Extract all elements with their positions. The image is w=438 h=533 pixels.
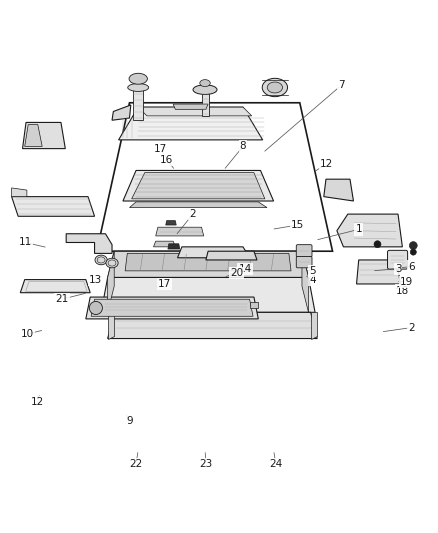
- Polygon shape: [86, 297, 258, 319]
- Text: 18: 18: [396, 286, 409, 295]
- Text: 21: 21: [55, 294, 68, 304]
- Polygon shape: [173, 104, 208, 109]
- Text: 24: 24: [269, 459, 283, 469]
- Text: 1: 1: [355, 224, 362, 235]
- Polygon shape: [166, 221, 176, 225]
- Text: 17: 17: [153, 143, 167, 154]
- Polygon shape: [132, 173, 265, 199]
- Polygon shape: [25, 125, 42, 147]
- Bar: [133, 87, 144, 120]
- Ellipse shape: [128, 84, 149, 92]
- Polygon shape: [311, 312, 317, 338]
- Text: 10: 10: [20, 329, 33, 339]
- Polygon shape: [66, 234, 112, 253]
- FancyBboxPatch shape: [296, 256, 312, 268]
- Polygon shape: [12, 197, 95, 216]
- Text: 13: 13: [89, 274, 102, 285]
- Ellipse shape: [200, 79, 210, 87]
- Text: 7: 7: [338, 80, 345, 90]
- Text: 3: 3: [395, 264, 401, 273]
- Ellipse shape: [193, 85, 217, 94]
- Polygon shape: [125, 253, 291, 271]
- Ellipse shape: [267, 82, 283, 93]
- Polygon shape: [101, 277, 315, 312]
- Circle shape: [410, 241, 417, 249]
- Text: 4: 4: [310, 274, 316, 285]
- Ellipse shape: [106, 258, 118, 268]
- Polygon shape: [206, 251, 257, 260]
- Polygon shape: [324, 179, 353, 201]
- Text: 15: 15: [291, 220, 304, 230]
- Polygon shape: [108, 251, 308, 277]
- Text: 23: 23: [199, 459, 212, 469]
- Polygon shape: [168, 244, 180, 249]
- Circle shape: [89, 302, 102, 314]
- Polygon shape: [108, 312, 114, 338]
- Text: 8: 8: [240, 141, 246, 151]
- Text: 2: 2: [190, 209, 196, 219]
- Text: 20: 20: [230, 268, 243, 278]
- FancyBboxPatch shape: [388, 251, 408, 269]
- Polygon shape: [20, 280, 90, 293]
- Polygon shape: [91, 299, 253, 316]
- Text: 12: 12: [320, 159, 333, 169]
- Polygon shape: [123, 171, 274, 201]
- Polygon shape: [130, 202, 267, 207]
- FancyBboxPatch shape: [296, 245, 312, 257]
- Polygon shape: [250, 302, 258, 308]
- Polygon shape: [337, 214, 403, 247]
- Text: 2: 2: [408, 322, 414, 333]
- Ellipse shape: [262, 78, 288, 96]
- Polygon shape: [119, 107, 263, 140]
- Polygon shape: [357, 260, 400, 284]
- Text: 11: 11: [19, 238, 32, 247]
- Polygon shape: [108, 251, 114, 312]
- Text: 14: 14: [239, 264, 252, 273]
- Text: 12: 12: [31, 397, 44, 407]
- Text: 17: 17: [158, 279, 171, 289]
- Bar: [201, 90, 208, 116]
- Ellipse shape: [129, 74, 148, 84]
- Text: 16: 16: [160, 155, 173, 165]
- Circle shape: [374, 241, 381, 248]
- Polygon shape: [108, 312, 317, 338]
- Text: 5: 5: [310, 266, 316, 276]
- Polygon shape: [12, 188, 27, 197]
- Polygon shape: [153, 241, 175, 247]
- Polygon shape: [155, 227, 204, 236]
- Polygon shape: [22, 123, 65, 149]
- Text: 6: 6: [408, 262, 414, 271]
- Polygon shape: [112, 105, 131, 120]
- Polygon shape: [177, 247, 250, 258]
- Text: 19: 19: [400, 277, 413, 287]
- Polygon shape: [302, 251, 308, 312]
- Text: 9: 9: [126, 416, 133, 426]
- Circle shape: [410, 249, 417, 255]
- Polygon shape: [138, 107, 252, 116]
- Text: 22: 22: [129, 459, 143, 469]
- Ellipse shape: [95, 255, 107, 265]
